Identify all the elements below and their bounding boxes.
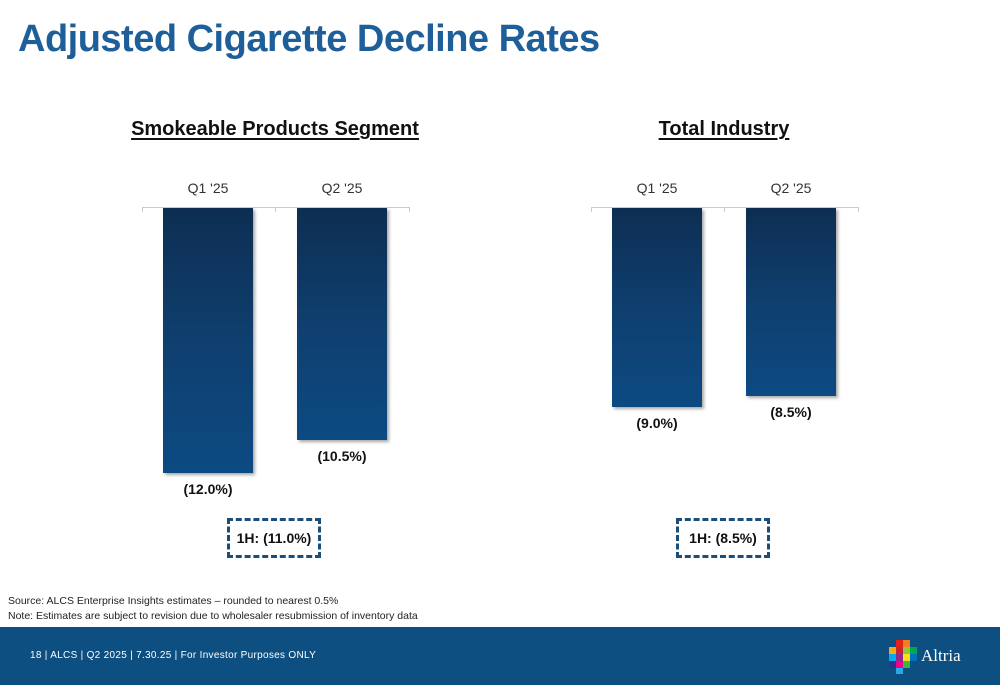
estimate-note: Note: Estimates are subject to revision …: [8, 610, 418, 622]
category-label: Q2 '25: [321, 180, 363, 196]
axis-tick: [142, 207, 143, 212]
axis-tick: [724, 207, 725, 212]
logo-text: Altria: [921, 646, 961, 665]
axis-tick: [591, 207, 592, 212]
x-axis-line: [591, 207, 859, 208]
data-label: (10.5%): [317, 448, 367, 464]
x-axis-line: [142, 207, 410, 208]
chart-title: Smokeable Products Segment: [131, 118, 419, 140]
data-label: (12.0%): [183, 481, 233, 497]
half-year-summary-box: 1H: (8.5%): [676, 518, 770, 558]
page-title: Adjusted Cigarette Decline Rates: [18, 18, 600, 60]
footer-bar: 18 | ALCS | Q2 2025 | 7.30.25 | For Inve…: [0, 627, 1000, 685]
bar-q1: [163, 208, 253, 473]
chart-panel-smokeable: Smokeable Products Segment Q1 '25 Q2 '25…: [55, 110, 495, 580]
source-note: Source: ALCS Enterprise Insights estimat…: [8, 595, 339, 607]
axis-tick: [409, 207, 410, 212]
bar-q1: [612, 208, 702, 407]
footer-text: 18 | ALCS | Q2 2025 | 7.30.25 | For Inve…: [30, 650, 317, 661]
category-label: Q1 '25: [636, 180, 678, 196]
altria-logo: Altria: [889, 640, 979, 674]
data-label: (9.0%): [636, 415, 678, 431]
bar-q2: [297, 208, 387, 440]
axis-tick: [858, 207, 859, 212]
chart-panel-total-industry: Total Industry Q1 '25 Q2 '25 (9.0%) (8.5…: [504, 110, 944, 580]
bar-q2: [746, 208, 836, 396]
altria-mosaic-icon: [889, 640, 917, 674]
half-year-summary-box: 1H: (11.0%): [227, 518, 321, 558]
footnotes: Source: ALCS Enterprise Insights estimat…: [8, 594, 418, 624]
category-label: Q2 '25: [770, 180, 812, 196]
data-label: (8.5%): [770, 404, 812, 420]
axis-tick: [275, 207, 276, 212]
chart-title: Total Industry: [658, 118, 790, 140]
category-label: Q1 '25: [187, 180, 229, 196]
